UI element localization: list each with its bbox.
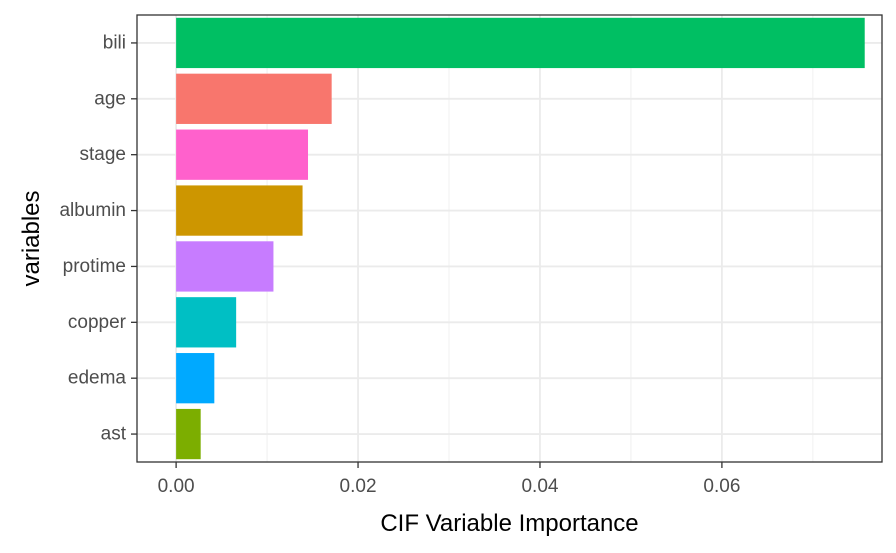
bar-copper (176, 297, 237, 348)
bar-age (176, 73, 332, 124)
y-tick-label: protime (63, 256, 126, 277)
bar-albumin (176, 185, 303, 236)
bar-ast (176, 408, 201, 460)
minor-gridlines (266, 15, 814, 462)
bar-stage (176, 129, 309, 180)
panel-border (136, 14, 883, 463)
x-axis: 0.00 0.02 0.04 0.06 (158, 462, 740, 497)
y-tick-label: stage (80, 144, 126, 165)
y-axis-title: variables (18, 190, 45, 286)
x-axis-title: CIF Variable Importance (380, 510, 638, 537)
y-tick-label: bili (103, 32, 126, 53)
y-axis: bili age stage albumin protime copper edema ast (59, 32, 137, 445)
bar-edema (176, 353, 215, 404)
y-tick-label: edema (68, 368, 127, 389)
y-tick-label: albumin (59, 200, 126, 221)
bar-protime (176, 241, 274, 292)
y-tick-label: ast (101, 424, 127, 445)
bar-bili (176, 17, 865, 69)
x-tick-label: 0.00 (158, 476, 195, 497)
x-tick-label: 0.04 (521, 476, 558, 497)
bars-group (176, 17, 865, 460)
x-tick-label: 0.06 (703, 476, 740, 497)
x-tick-label: 0.02 (340, 476, 377, 497)
y-tick-label: age (94, 88, 126, 109)
y-tick-label: copper (68, 312, 127, 333)
